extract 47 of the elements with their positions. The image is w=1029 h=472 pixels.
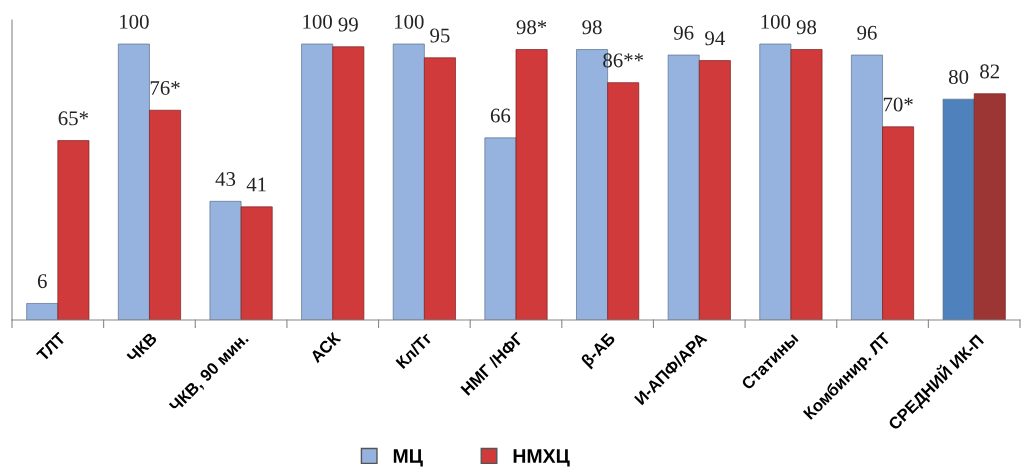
- data-label: 100: [303, 14, 332, 29]
- bar: [698, 60, 731, 320]
- bar: [942, 98, 975, 320]
- data-label: 80: [948, 69, 969, 84]
- bar: [149, 109, 181, 320]
- data-label: 66: [490, 108, 511, 123]
- bar: [424, 57, 456, 320]
- data-label: 76*: [150, 80, 180, 95]
- bar: [515, 49, 548, 320]
- bar: [26, 303, 59, 320]
- data-label: 100: [120, 14, 149, 29]
- bar: [57, 140, 90, 320]
- data-label: 6: [37, 274, 47, 289]
- legend-label: НМХЦ: [513, 449, 570, 467]
- bar: [209, 200, 242, 320]
- bar: [117, 43, 150, 320]
- bar: [301, 43, 334, 320]
- bar: [392, 43, 425, 320]
- data-label: 100: [394, 14, 424, 29]
- data-label: 95: [430, 28, 450, 43]
- data-label: 96: [857, 25, 877, 40]
- data-label: 70*: [883, 97, 913, 112]
- data-label: 41: [246, 177, 266, 192]
- bar: [332, 46, 365, 320]
- bar: [484, 137, 517, 320]
- x-tick-label: ЧКВ: [126, 332, 158, 363]
- bar: [973, 93, 1006, 320]
- x-tick-label: ЧКВ, 90 мин.: [168, 332, 251, 415]
- bar: [240, 206, 273, 320]
- x-tick-label: ТЛТ: [36, 331, 67, 362]
- bar: [790, 49, 823, 320]
- data-label: 65*: [58, 111, 89, 126]
- data-label: 98: [796, 20, 817, 35]
- data-label: 99: [338, 17, 358, 32]
- data-label: 43: [215, 172, 236, 187]
- data-label: 82: [980, 64, 1000, 79]
- bar: [851, 54, 883, 320]
- data-label: 100: [761, 14, 791, 29]
- bar: [607, 82, 640, 320]
- bar: [759, 43, 792, 320]
- legend-label: МЦ: [393, 449, 423, 467]
- bar: [667, 54, 700, 320]
- bar: [882, 126, 915, 320]
- data-label: 98*: [516, 20, 547, 35]
- data-label: 96: [673, 25, 694, 40]
- data-label: 98: [582, 20, 602, 35]
- data-label: 94: [705, 31, 725, 46]
